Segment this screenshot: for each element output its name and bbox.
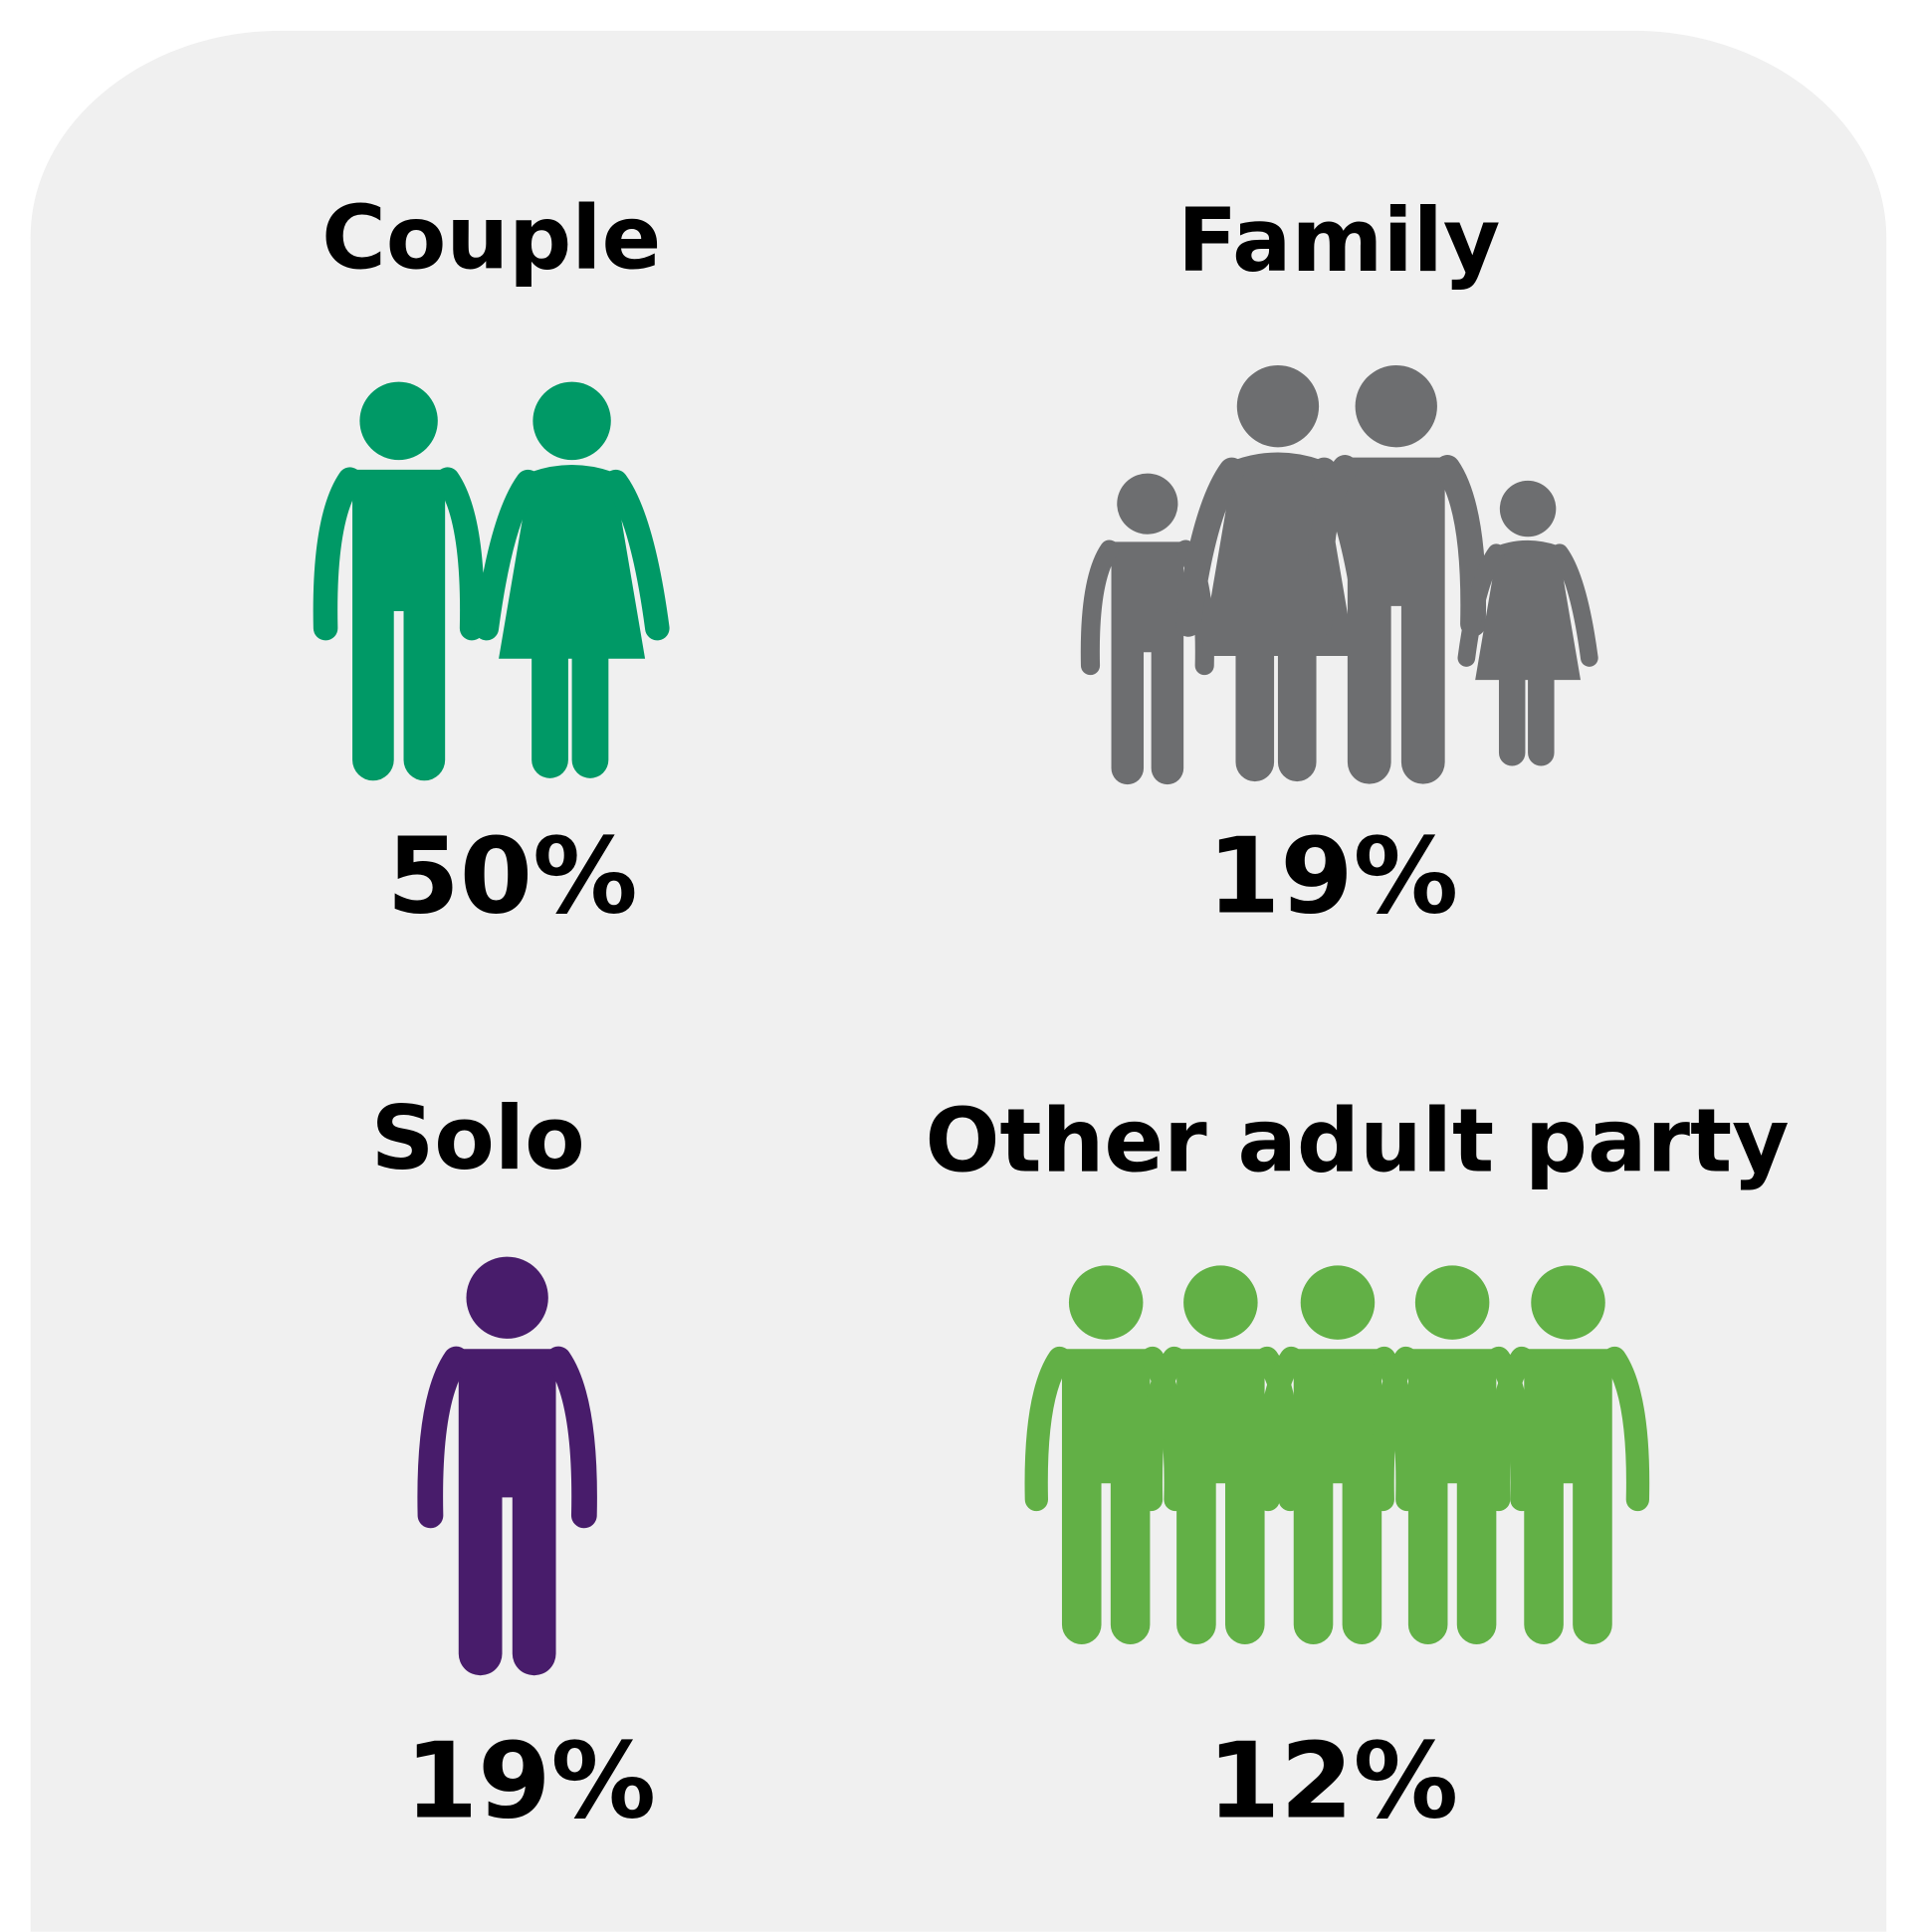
item-label: Family (1177, 189, 1500, 292)
item-label: Solo (371, 1087, 585, 1189)
item-value: 12% (1207, 1720, 1458, 1842)
panel (30, 30, 1887, 1932)
item-label: Other adult party (925, 1089, 1789, 1191)
item-value: 19% (1207, 815, 1458, 938)
item-value: 50% (386, 815, 637, 938)
item-label: Couple (321, 187, 661, 290)
item-value: 19% (405, 1720, 656, 1842)
